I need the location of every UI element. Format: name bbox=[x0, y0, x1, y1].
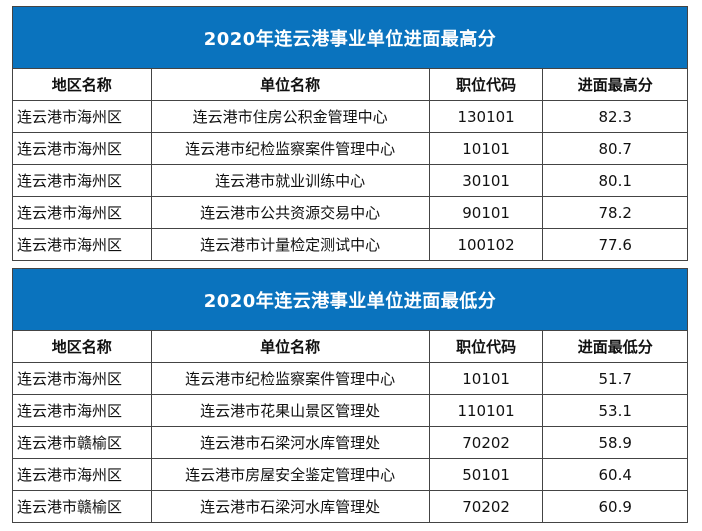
table-row: 连云港市海州区 连云港市住房公积金管理中心 130101 82.3 bbox=[13, 101, 687, 133]
table-row: 连云港市赣榆区 连云港市石梁河水库管理处 70202 58.9 bbox=[13, 427, 687, 459]
region-cell: 连云港市海州区 bbox=[13, 229, 152, 260]
position-code-cell: 10101 bbox=[430, 363, 544, 394]
position-code-cell: 70202 bbox=[430, 427, 544, 458]
column-header-unit: 单位名称 bbox=[152, 69, 430, 100]
lowest-score-table: 2020年连云港事业单位进面最低分 地区名称 单位名称 职位代码 进面最低分 连… bbox=[12, 268, 688, 523]
score-cell: 53.1 bbox=[598, 401, 632, 420]
score-cell: 77.6 bbox=[598, 235, 632, 254]
column-header-unit: 单位名称 bbox=[152, 331, 430, 362]
unit-cell: 连云港市纪检监察案件管理中心 bbox=[152, 133, 430, 164]
unit-cell: 连云港市纪检监察案件管理中心 bbox=[152, 363, 430, 394]
unit-cell: 连云港市房屋安全鉴定管理中心 bbox=[152, 459, 430, 490]
region-cell: 连云港市赣榆区 bbox=[13, 491, 152, 522]
region-cell: 连云港市海州区 bbox=[13, 395, 152, 426]
unit-cell: 连云港市计量检定测试中心 bbox=[152, 229, 430, 260]
score-cell: 60.9 bbox=[598, 497, 632, 516]
unit-cell: 连云港市花果山景区管理处 bbox=[152, 395, 430, 426]
column-header-position-code: 职位代码 bbox=[430, 69, 544, 100]
score-cell: 58.9 bbox=[598, 433, 632, 452]
table-title: 2020年连云港事业单位进面最低分 bbox=[13, 269, 687, 331]
table-row: 连云港市海州区 连云港市花果山景区管理处 110101 53.1 bbox=[13, 395, 687, 427]
table-row: 连云港市海州区 连云港市纪检监察案件管理中心 10101 51.7 bbox=[13, 363, 687, 395]
unit-cell: 连云港市公共资源交易中心 bbox=[152, 197, 430, 228]
position-code-cell: 10101 bbox=[430, 133, 544, 164]
table-row: 连云港市海州区 连云港市就业训练中心 30101 80.1 bbox=[13, 165, 687, 197]
region-cell: 连云港市赣榆区 bbox=[13, 427, 152, 458]
table-title: 2020年连云港事业单位进面最高分 bbox=[13, 7, 687, 69]
table-row: 连云港市海州区 连云港市计量检定测试中心 100102 77.6 bbox=[13, 229, 687, 260]
position-code-cell: 50101 bbox=[430, 459, 544, 490]
column-header-score: 进面最高分 bbox=[577, 76, 653, 94]
score-cell: 80.1 bbox=[598, 171, 632, 190]
table-row: 连云港市海州区 连云港市公共资源交易中心 90101 78.2 bbox=[13, 197, 687, 229]
column-header-region: 地区名称 bbox=[13, 331, 152, 362]
unit-cell: 连云港市住房公积金管理中心 bbox=[152, 101, 430, 132]
position-code-cell: 100102 bbox=[430, 229, 544, 260]
column-header-position-code: 职位代码 bbox=[430, 331, 544, 362]
region-cell: 连云港市海州区 bbox=[13, 459, 152, 490]
position-code-cell: 130101 bbox=[430, 101, 544, 132]
position-code-cell: 70202 bbox=[430, 491, 544, 522]
unit-cell: 连云港市就业训练中心 bbox=[152, 165, 430, 196]
position-code-cell: 90101 bbox=[430, 197, 544, 228]
table-row: 连云港市海州区 连云港市纪检监察案件管理中心 10101 80.7 bbox=[13, 133, 687, 165]
score-cell: 51.7 bbox=[598, 369, 632, 388]
table-row: 连云港市赣榆区 连云港市石梁河水库管理处 70202 60.9 bbox=[13, 491, 687, 522]
column-header-region: 地区名称 bbox=[13, 69, 152, 100]
unit-cell: 连云港市石梁河水库管理处 bbox=[152, 427, 430, 458]
score-cell: 60.4 bbox=[598, 465, 632, 484]
region-cell: 连云港市海州区 bbox=[13, 101, 152, 132]
region-cell: 连云港市海州区 bbox=[13, 197, 152, 228]
highest-score-table: 2020年连云港事业单位进面最高分 地区名称 单位名称 职位代码 进面最高分 连… bbox=[12, 6, 688, 261]
score-cell: 78.2 bbox=[598, 203, 632, 222]
table-row: 连云港市海州区 连云港市房屋安全鉴定管理中心 50101 60.4 bbox=[13, 459, 687, 491]
region-cell: 连云港市海州区 bbox=[13, 133, 152, 164]
position-code-cell: 30101 bbox=[430, 165, 544, 196]
score-cell: 80.7 bbox=[598, 139, 632, 158]
region-cell: 连云港市海州区 bbox=[13, 363, 152, 394]
score-cell: 82.3 bbox=[598, 107, 632, 126]
table-header-row: 地区名称 单位名称 职位代码 进面最高分 bbox=[13, 69, 687, 101]
table-header-row: 地区名称 单位名称 职位代码 进面最低分 bbox=[13, 331, 687, 363]
position-code-cell: 110101 bbox=[430, 395, 544, 426]
column-header-score: 进面最低分 bbox=[577, 338, 653, 356]
region-cell: 连云港市海州区 bbox=[13, 165, 152, 196]
unit-cell: 连云港市石梁河水库管理处 bbox=[152, 491, 430, 522]
